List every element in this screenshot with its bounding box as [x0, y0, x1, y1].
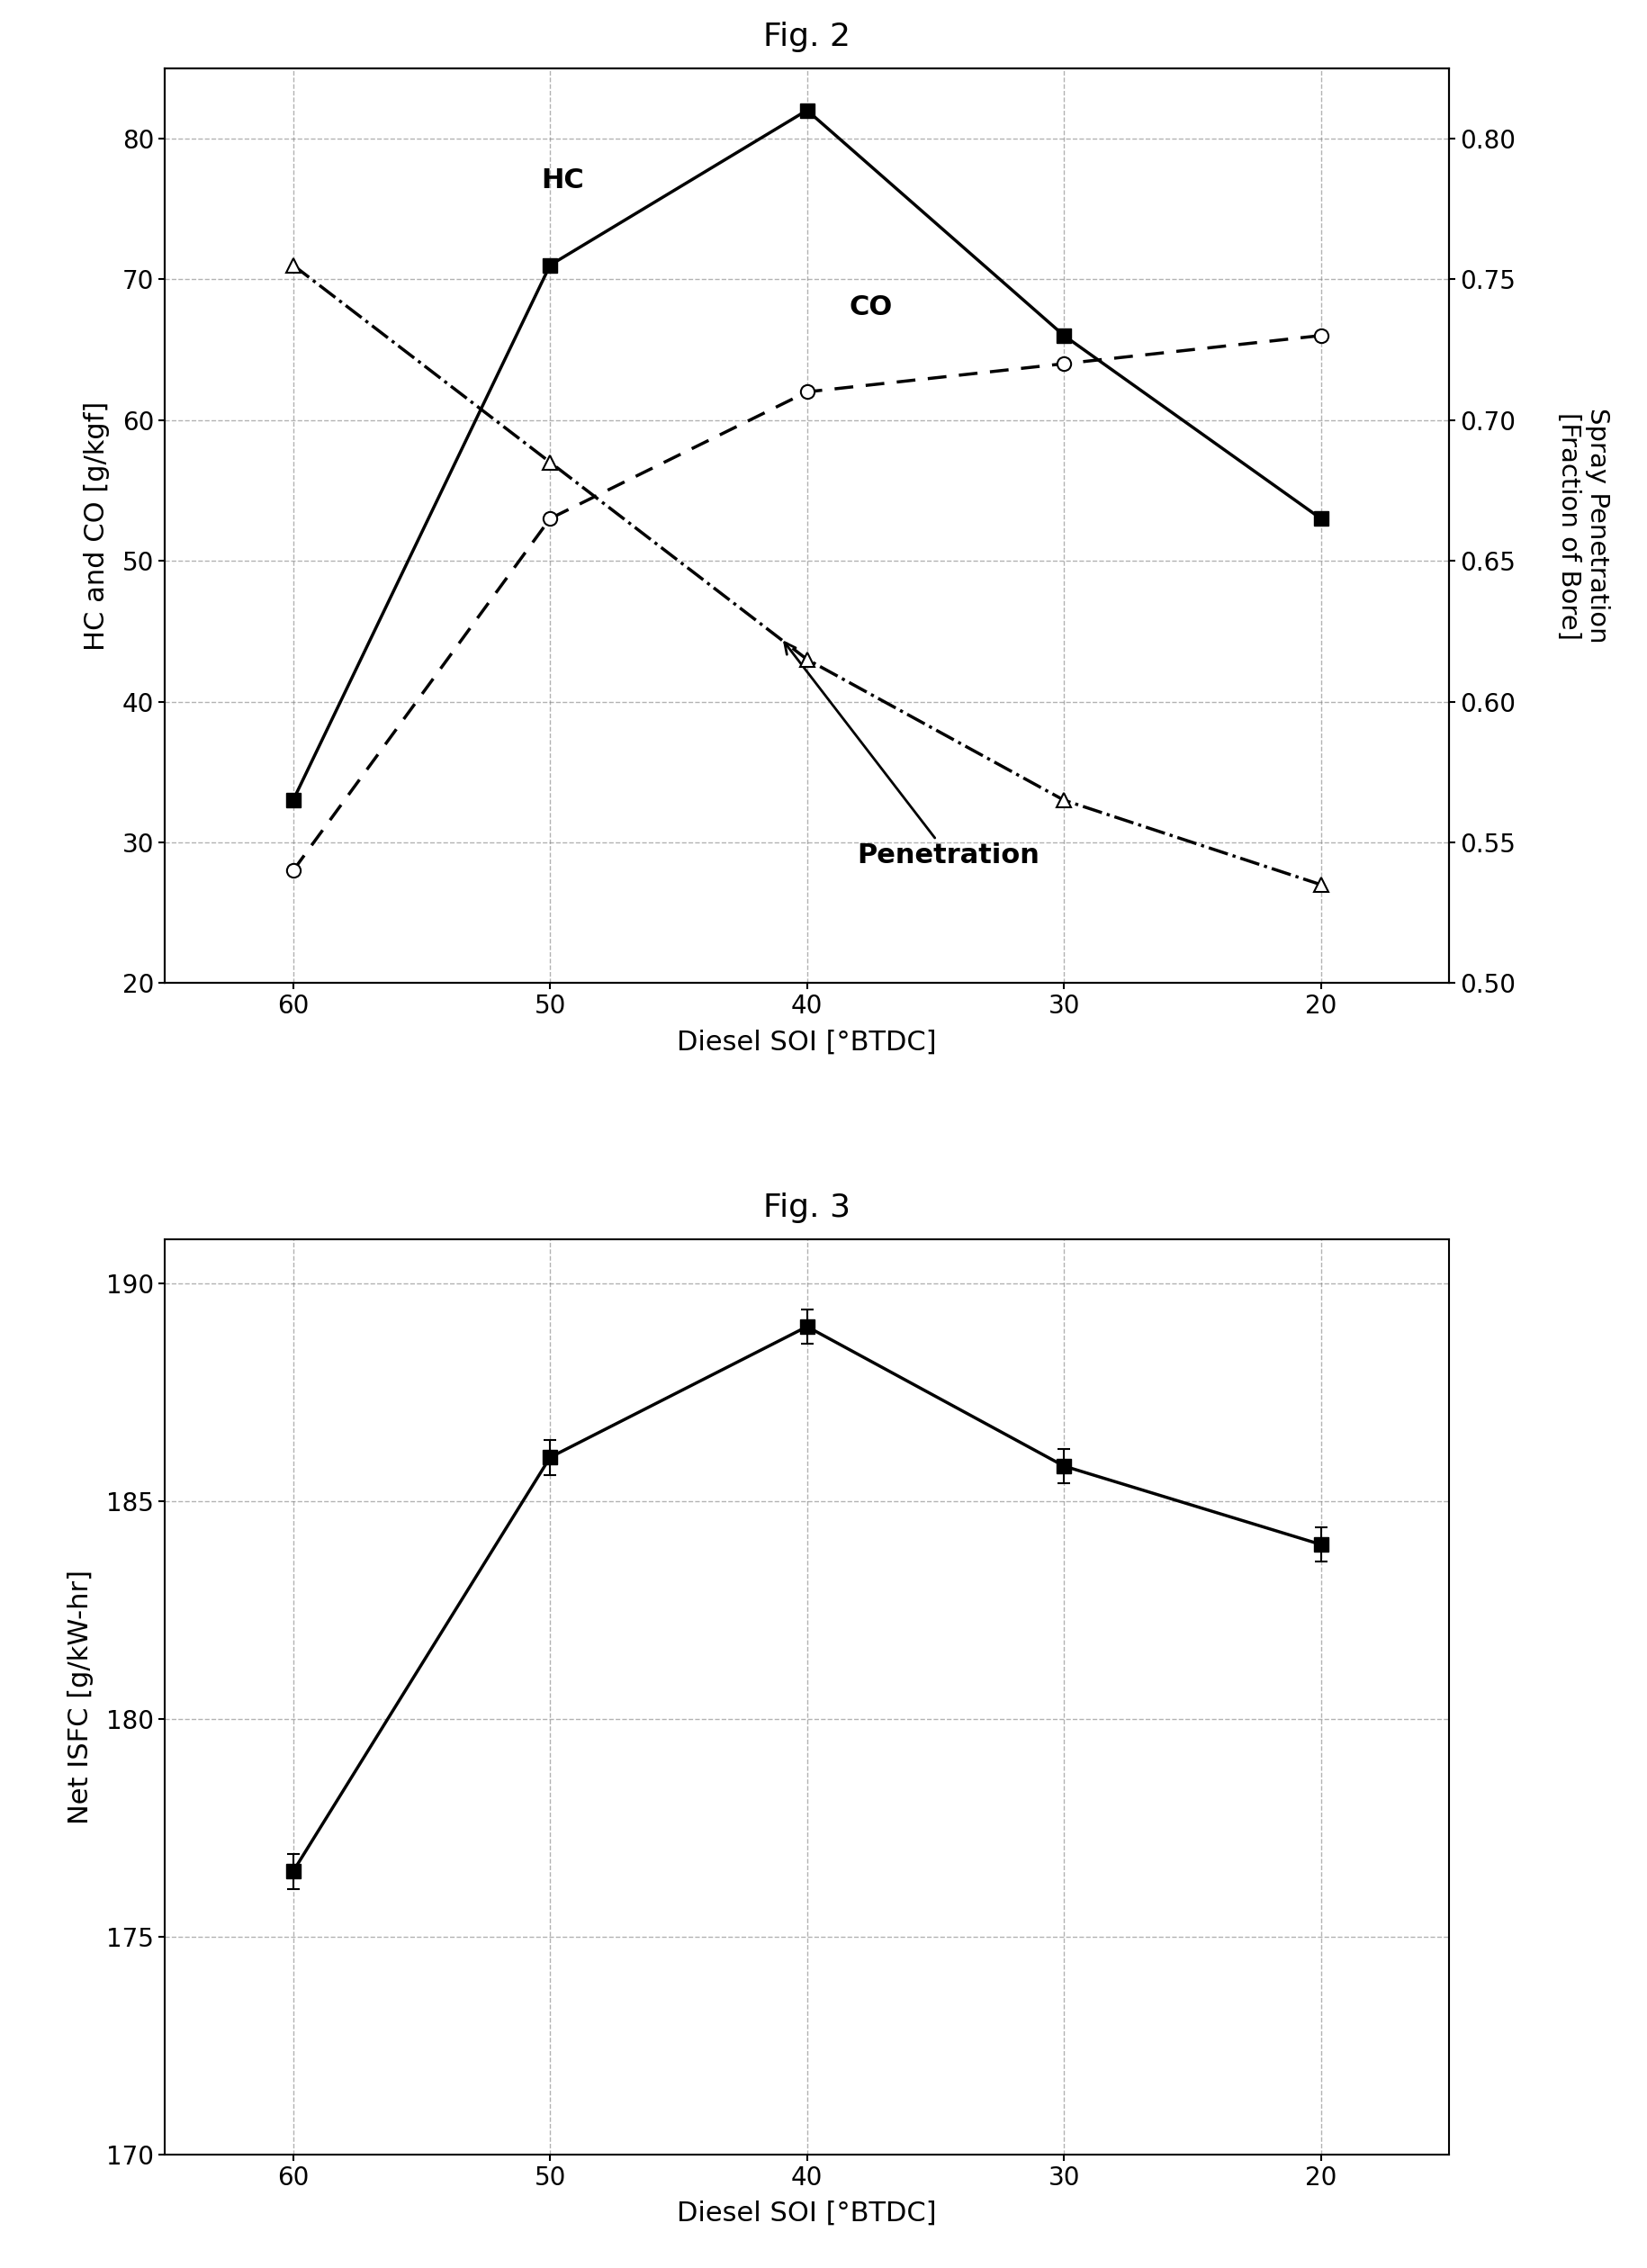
Text: HC: HC [542, 168, 585, 193]
Y-axis label: HC and CO [g/kgf]: HC and CO [g/kgf] [84, 401, 110, 651]
Text: CO: CO [850, 295, 893, 320]
X-axis label: Diesel SOI [°BTDC]: Diesel SOI [°BTDC] [677, 2200, 937, 2227]
Title: Fig. 3: Fig. 3 [763, 1193, 851, 1222]
X-axis label: Diesel SOI [°BTDC]: Diesel SOI [°BTDC] [677, 1030, 937, 1055]
Y-axis label: Spray Penetration
[Fraction of Bore]: Spray Penetration [Fraction of Bore] [1556, 408, 1611, 644]
Title: Fig. 2: Fig. 2 [763, 20, 851, 52]
Y-axis label: Net ISFC [g/kW-hr]: Net ISFC [g/kW-hr] [68, 1569, 94, 1823]
Text: Penetration: Penetration [784, 642, 1039, 869]
